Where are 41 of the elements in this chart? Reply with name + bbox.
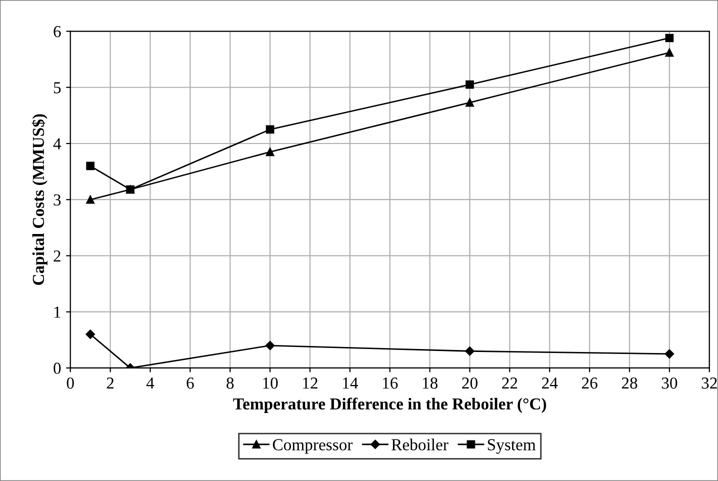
x-tick-label: 0 [66, 377, 74, 389]
x-tick-label: 30 [662, 377, 678, 389]
legend-label: Reboiler [392, 438, 448, 450]
point [265, 340, 275, 350]
point [665, 48, 674, 57]
point [86, 330, 95, 339]
y-tick-label: 1 [54, 306, 60, 318]
x-tick-label: 22 [502, 378, 518, 389]
y-tick-label: 0 [54, 362, 61, 374]
x-tick-label: 32 [702, 378, 717, 389]
point [665, 34, 674, 42]
y-axis-title: Capital Costs (MMUS$) [32, 114, 48, 285]
x-tick-label: 10 [263, 377, 278, 389]
point [466, 98, 474, 107]
x-tick-label: 12 [303, 378, 318, 389]
legend-label: Compressor [272, 439, 353, 454]
x-tick-label: 18 [422, 377, 438, 389]
point [465, 346, 474, 356]
y-tick-label: 2 [54, 250, 60, 262]
x-tick-label: 24 [542, 378, 558, 389]
x-tick-label: 6 [186, 378, 194, 389]
x-tick-label: 14 [343, 378, 358, 389]
x-axis-title: Temperature Difference in the Reboiler (°C) [233, 398, 546, 413]
point [466, 80, 474, 89]
x-tick-label: 28 [622, 377, 638, 389]
x-tick-label: 20 [462, 377, 478, 389]
x-tick-label: 8 [226, 377, 234, 389]
point [86, 195, 94, 204]
y-tick-label: 4 [53, 138, 62, 150]
point [664, 349, 674, 359]
legend-label: System [488, 439, 536, 454]
x-tick-label: 2 [106, 378, 114, 389]
y-tick-label: 3 [54, 194, 61, 206]
x-tick-label: 16 [383, 378, 398, 389]
y-tick-label: 5 [54, 82, 61, 94]
point [266, 125, 274, 134]
x-tick-label: 26 [582, 378, 598, 389]
x-tick-label: 4 [146, 378, 154, 389]
point [86, 162, 94, 170]
y-tick-label: 6 [54, 26, 61, 38]
point [266, 148, 274, 156]
